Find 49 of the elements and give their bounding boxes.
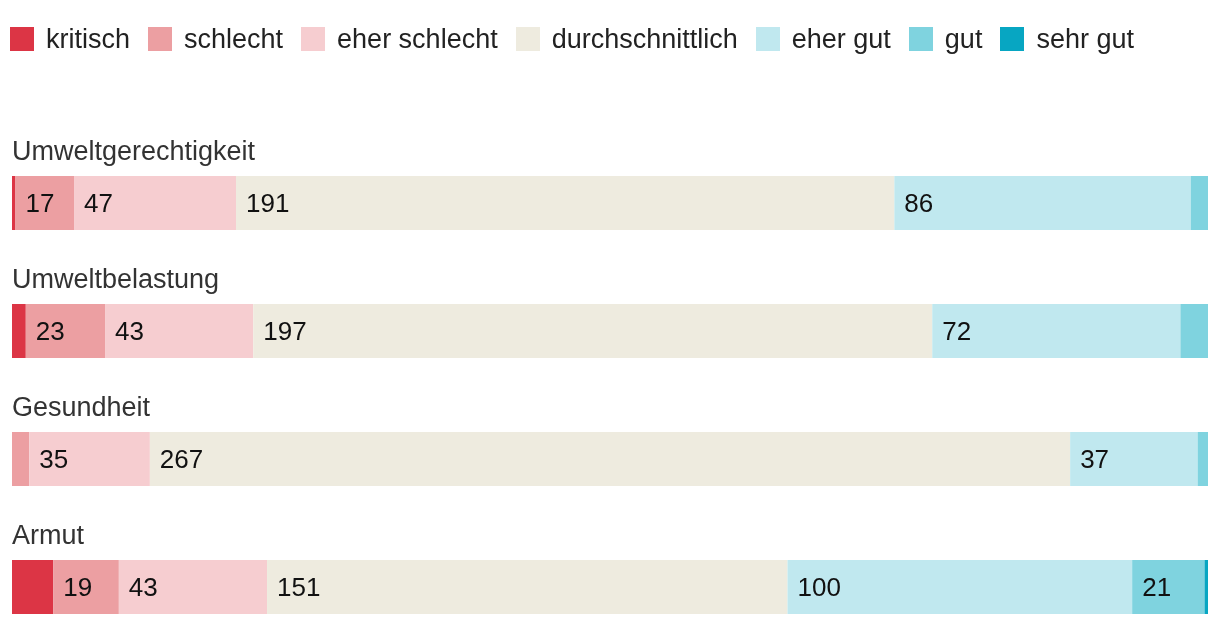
bar [1132,560,1205,614]
data-label: 72 [942,316,972,346]
bar [53,560,119,614]
bar [236,176,895,230]
bar [105,304,254,358]
bar [1197,432,1208,486]
bar [12,432,30,486]
bar [12,304,26,358]
data-label: 100 [797,572,841,602]
y-tick-label: Umweltbelastung [12,264,220,294]
data-label: 23 [35,316,65,346]
bar [25,304,106,358]
bar [12,560,54,614]
data-label: 37 [1080,444,1110,474]
legend-label: kritisch [46,24,131,54]
data-label: 151 [277,572,321,602]
data-label: 43 [115,316,144,346]
bar [894,176,1191,230]
bar [74,176,237,230]
legend-label: schlecht [184,24,284,54]
data-label: 47 [84,188,113,218]
data-label: 191 [246,188,290,218]
y-tick-label: Umweltgerechtigkeit [12,136,256,166]
data-label: 197 [263,316,307,346]
legend-label: durchschnittlich [551,24,738,54]
bar [118,560,268,614]
data-label: 19 [63,572,93,602]
data-label: 35 [39,444,69,474]
bar [932,304,1181,358]
bar [787,560,1133,614]
y-tick-label: Gesundheit [12,392,151,422]
bar [1180,304,1208,358]
bar [29,432,150,486]
bar [15,176,75,230]
legend-label: eher schlecht [337,24,498,54]
legend-label: eher gut [791,24,891,54]
bar [149,432,1071,486]
data-label: 21 [1142,572,1172,602]
y-tick-label: Armut [12,520,85,550]
bar [253,304,933,358]
data-label: 43 [128,572,158,602]
data-label: 86 [904,188,934,218]
legend-label: gut [944,24,983,54]
bar [1070,432,1198,486]
data-label: 17 [25,188,55,218]
legend-label: sehr gut [1036,24,1134,54]
bar [1190,176,1208,230]
bar [267,560,788,614]
data-label: 267 [159,444,204,474]
